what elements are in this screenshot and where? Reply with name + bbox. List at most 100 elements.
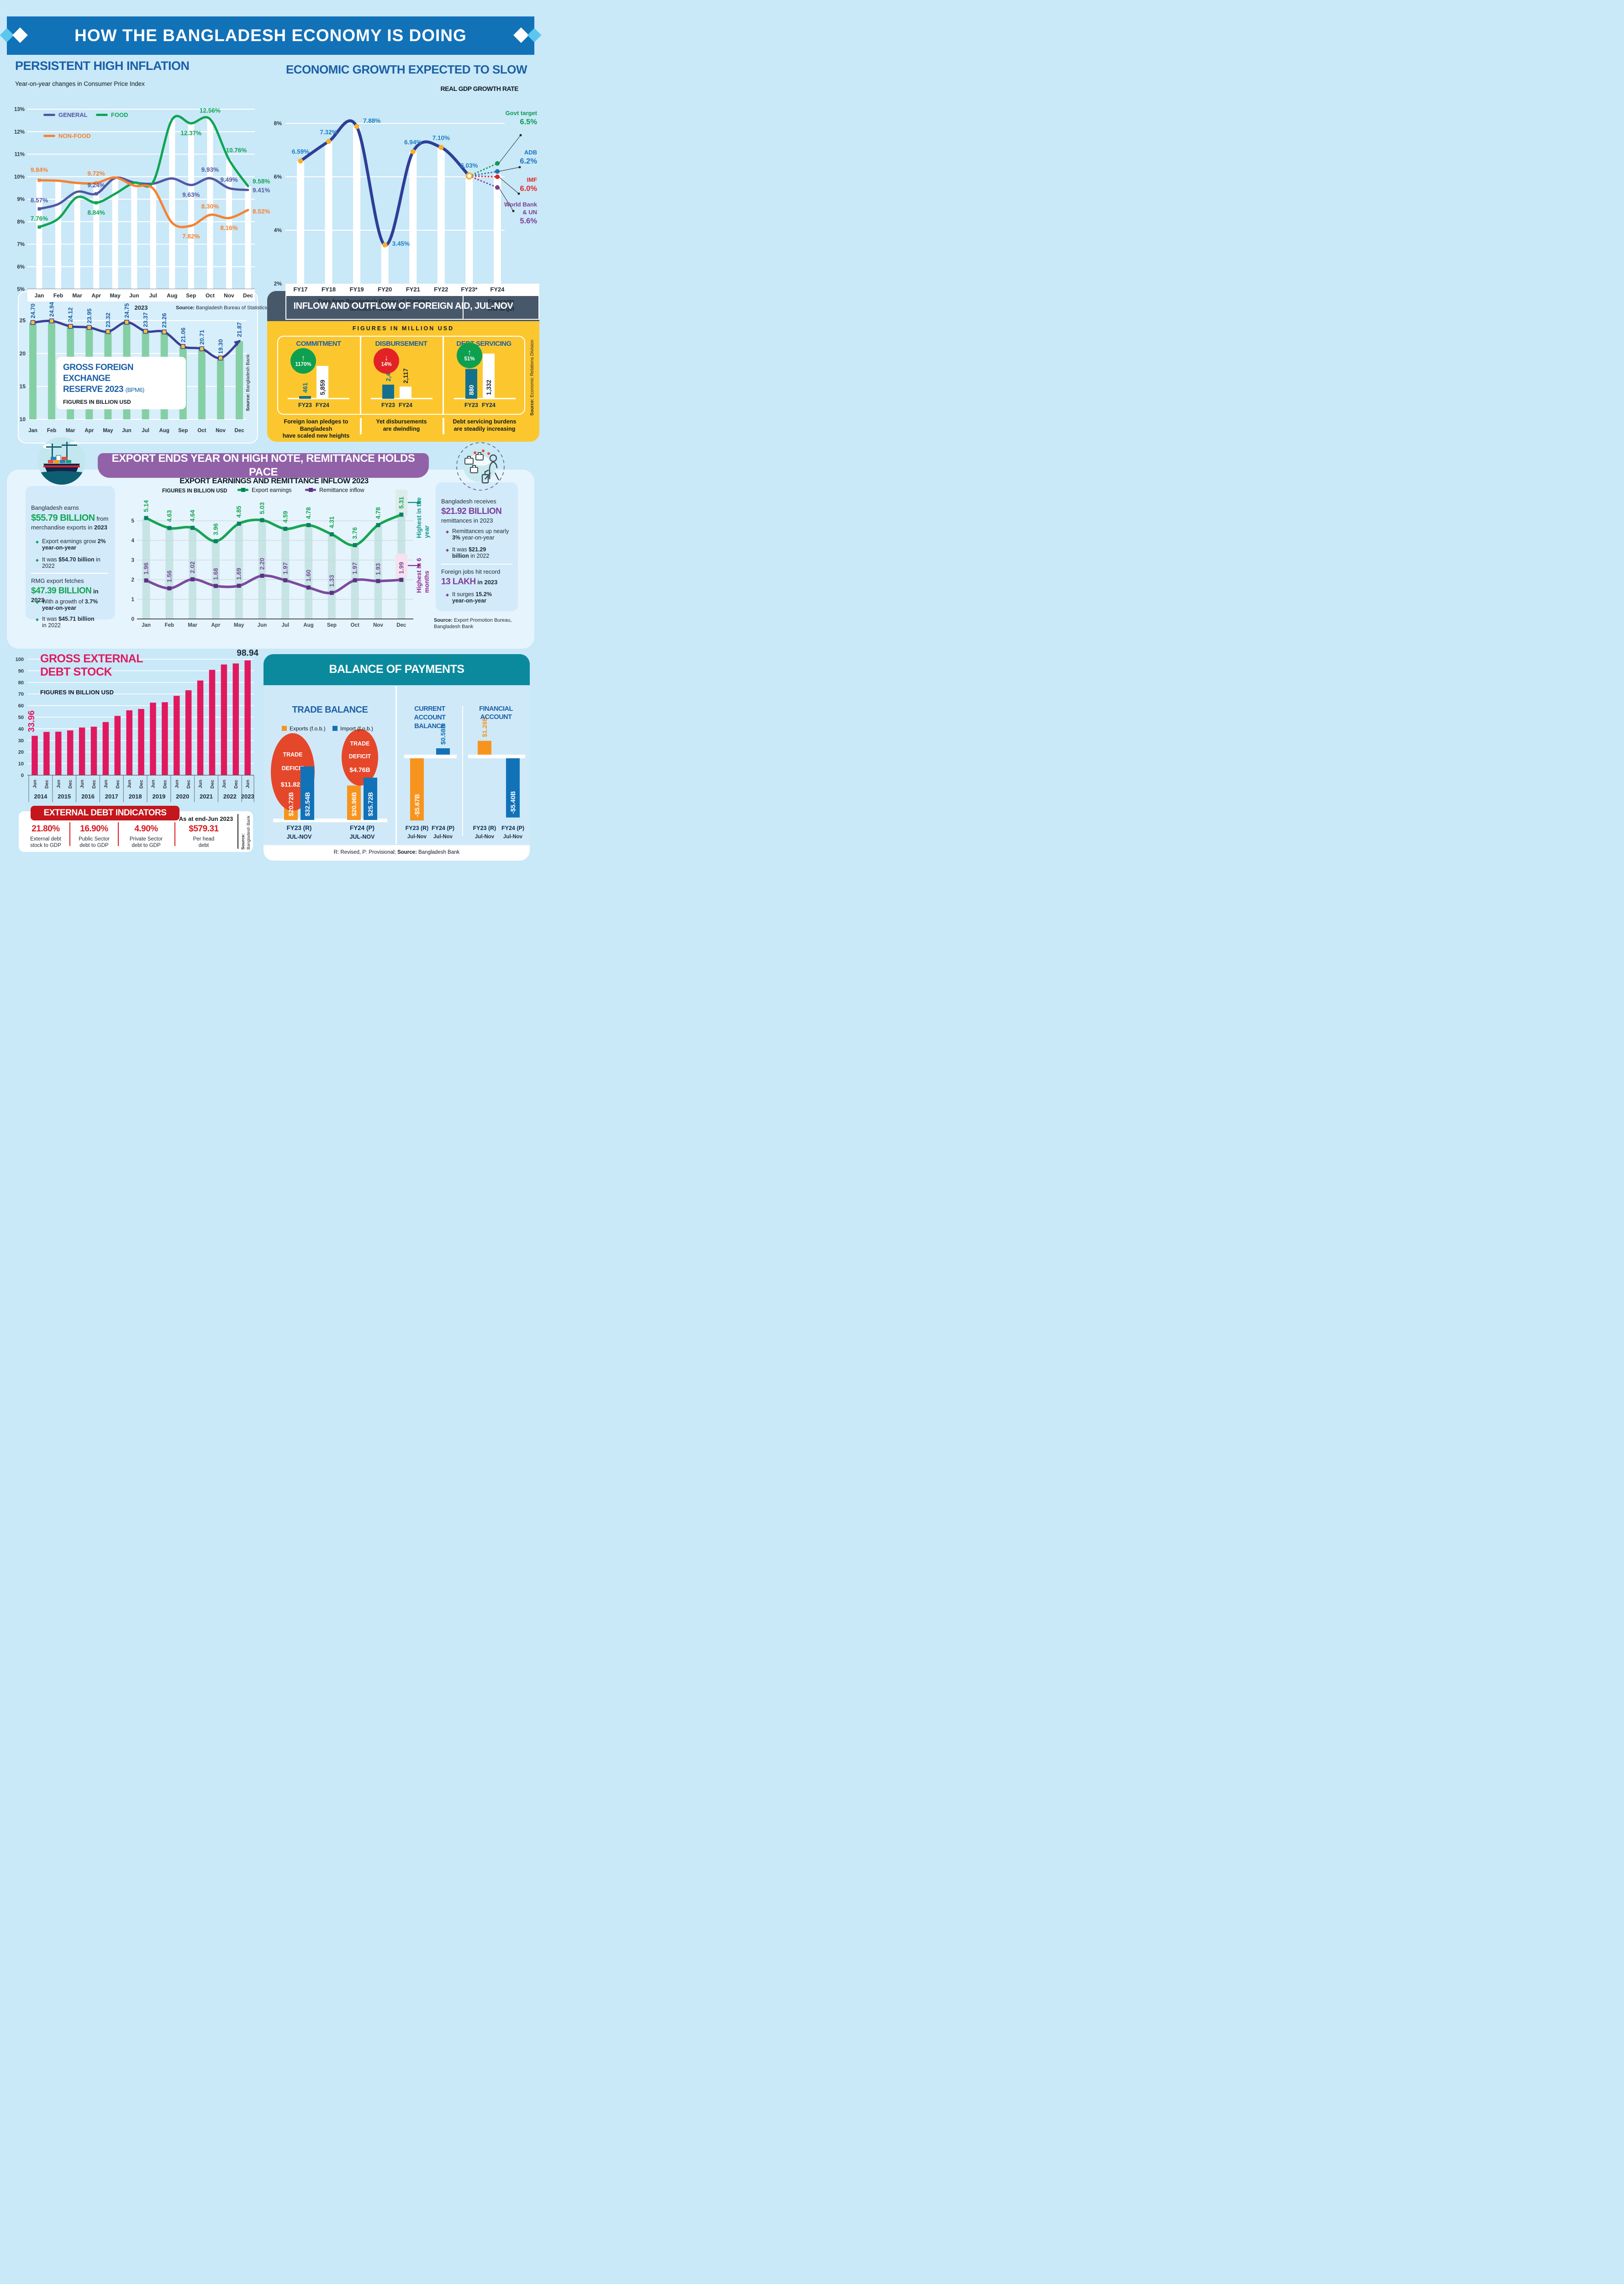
x-tick: Dec [91,780,97,788]
y-tick: 100 [16,657,24,662]
ship-illustration [38,437,85,485]
indicator-1: 21.80% External debt stock to GDP [30,824,61,849]
y-tick: 10 [18,761,24,767]
food-line-swatch [96,114,108,116]
export-bullet-4: ◆ It was $45.71 billion in 2022 [36,616,95,629]
value-label: 9.72% [88,170,105,177]
general-line-swatch [43,114,55,116]
export-line-swatch [237,487,248,492]
debt-indicators-banner [31,806,179,820]
forecast-dotted-line [468,175,498,188]
y-tick: 6% [17,264,25,270]
y-tick: 2% [274,280,282,287]
connector-dot [512,210,515,212]
export-legend-remit: Remittance inflow [305,487,364,494]
diamond-bullet-icon: ◆ [446,592,449,597]
first-value-label: 33.96 [27,710,37,732]
debt-as-at: As at end-Jun 2023 [179,815,233,822]
bop-fa-title: FINANCIAL ACCOUNT [479,705,513,721]
value-label: 7.82% [182,233,200,240]
fy-column [409,152,417,284]
connector-dot [518,166,521,169]
debt-bar [32,735,38,775]
y-tick: 11% [15,152,25,158]
reserve-title-line1: GROSS FOREIGN EXCHANGE [63,363,133,383]
y-tick: 8% [274,120,282,127]
aid-panel-title-commitment: COMMITMENT [296,340,341,348]
x-tick: Dec [162,780,168,788]
value-label: 8.57% [31,197,48,204]
chart-line [498,187,514,211]
gdp-point [326,139,332,144]
debt-title: GROSS EXTERNAL DEBT STOCK [40,652,143,678]
year-label: 2017 [105,793,118,800]
gdp-line [299,119,471,247]
gdp-note-right: Forecasts and target [487,298,515,312]
chart-line [498,167,520,172]
forecast-dot [495,161,500,166]
aid-title: INFLOW AND OUTFLOW OF FOREIGN AID, JUL-N… [293,301,513,311]
y-tick: 4% [274,227,282,233]
forecast-dot [495,169,500,174]
bop-title: BALANCE OF PAYMENTS [329,663,464,676]
month-column [150,182,156,289]
value-label: 6.59% [292,148,309,155]
aid-debt-circle: ↑ 51% [457,343,482,368]
bop-legend-exports: Exports (f.o.b.) [282,725,326,732]
fy-column [297,161,304,284]
inflation-legend-food: FOOD [96,111,128,119]
point-marker [37,207,41,211]
debt-source: Source: Bangladesh Bank [241,815,251,850]
point-marker [95,181,98,185]
y-tick: 12% [14,129,25,135]
diamond-bullet-icon: ◆ [36,617,39,622]
value-label: 10.76% [226,147,247,153]
x-tick: Dec [186,780,191,788]
y-tick: 40 [18,726,24,732]
debt-bar [90,726,97,775]
value-label: 9.84% [31,167,48,174]
fy-column [353,127,361,284]
gdp-title: ECONOMIC GROWTH EXPECTED TO SLOW [285,63,527,76]
month-column [169,119,175,289]
reserve-title-box: GROSS FOREIGN EXCHANGE RESERVE 2023 (BPM… [57,357,186,409]
chart-line [498,176,519,194]
aid-caption-3: Debt servicing burdens are steadily incre… [453,418,517,432]
fy-column [465,176,473,284]
x-tick: Dec [210,780,215,788]
month-column [226,159,232,289]
month-column [188,123,194,289]
year-label: 2020 [176,793,189,800]
value-label: 8.84% [88,209,105,216]
export-legend-exports: Export earnings [237,487,292,494]
x-tick: Dec [233,780,239,788]
export-card-divider [31,573,108,574]
year-label: 2019 [152,793,165,800]
debt-bar [174,696,180,775]
debt-bar [79,727,85,775]
bop-trade-title: TRADE BALANCE [292,705,368,715]
up-arrow-icon: ↑ [467,348,472,357]
aid-note: FIGURES IN MILLION USD [352,325,454,332]
year-label: 2016 [81,793,95,800]
indicator-divider-1 [69,822,70,846]
aid-source: Source: Economic Relations Division [530,339,535,416]
y-tick: 9% [17,197,25,202]
value-label: 7.32% [320,129,337,136]
x-tick: Jun [127,780,132,788]
forecast-value: 6.2% [520,157,537,165]
value-label: 8.16% [220,224,237,231]
jobs-text: Foreign jobs hit record 13 LAKH in 2023 [441,568,501,587]
x-tick: Jun [103,780,109,788]
x-tick: Jun [198,780,203,788]
gdp-point [382,242,388,248]
aid-commitment-circle: ↑ 1170% [290,348,316,374]
month-column [74,183,80,289]
indicator-divider-4 [237,814,238,849]
inflation-legend-general: GENERAL [43,111,88,119]
exports-swatch [282,726,287,731]
month-column [55,180,62,289]
diamond-bullet-icon: ◆ [36,539,39,544]
point-marker [37,225,41,229]
y-tick: 60 [18,703,24,709]
